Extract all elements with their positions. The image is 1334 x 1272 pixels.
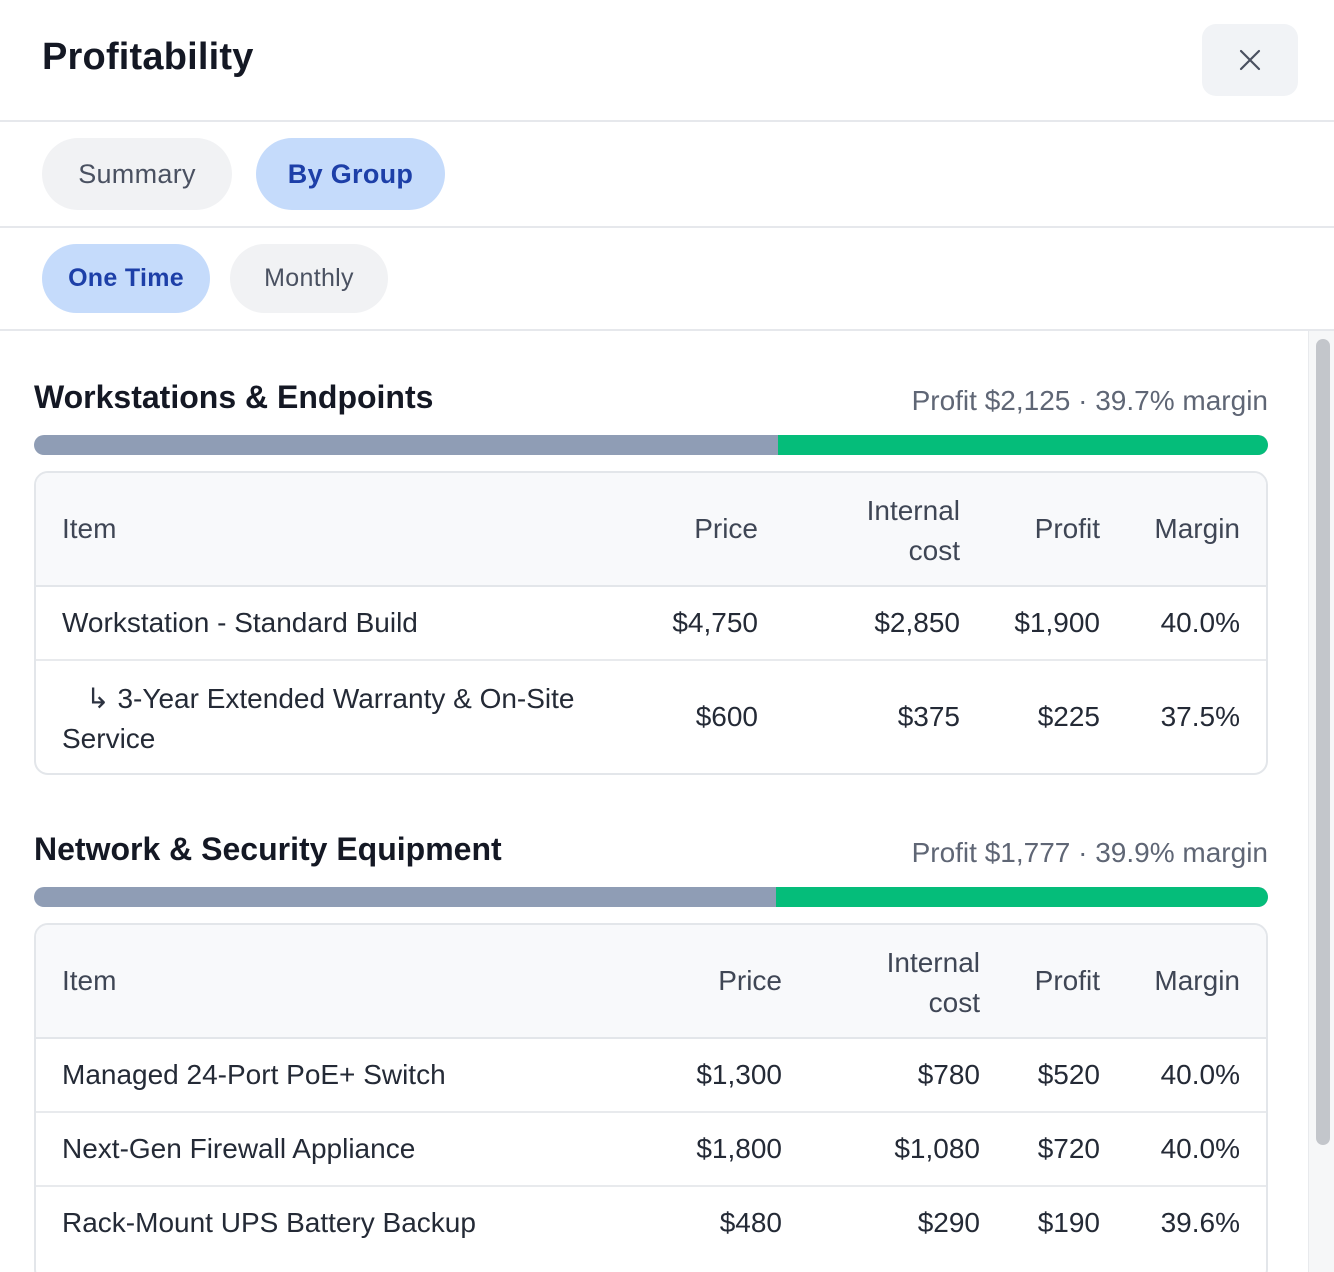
item-price: $480: [719, 1207, 782, 1238]
table-row: Workstation - Standard Build $4,750 $2,8…: [36, 587, 1266, 661]
column-header-item: Item: [62, 965, 117, 996]
dialog-title: Profitability: [42, 36, 254, 78]
column-header-internal-cost-line2: cost: [908, 535, 960, 566]
column-header-price: Price: [718, 965, 782, 996]
column-header-margin: Margin: [1154, 965, 1240, 996]
item-cost: $2,850: [874, 607, 960, 638]
groups-scroll-area[interactable]: Workstations & Endpoints Profit $2,125 ·…: [0, 331, 1334, 1272]
column-header-internal-cost: Internal cost: [867, 491, 960, 571]
group-items-table: Item Price Internal cost Profit Margin M…: [34, 923, 1268, 1272]
item-name-line2: Service: [62, 723, 156, 754]
group-title: Network & Security Equipment: [34, 831, 502, 867]
item-price: $600: [695, 701, 758, 732]
item-margin: 40.0%: [1160, 1133, 1240, 1164]
view-tab-bar: Summary By Group: [0, 122, 1334, 228]
item-cost: $1,080: [894, 1133, 980, 1164]
item-margin: 40.0%: [1160, 1059, 1240, 1090]
scrollbar-thumb[interactable]: [1316, 339, 1330, 1145]
tab-monthly[interactable]: Monthly: [230, 244, 388, 313]
item-name: Next-Gen Firewall Appliance: [62, 1133, 416, 1164]
item-profit: $520: [1037, 1059, 1100, 1090]
table-header: Item Price Internal cost Profit Margin: [36, 473, 1266, 587]
group-title: Workstations & Endpoints: [34, 379, 434, 415]
group-profit-summary: Profit $2,125 · 39.7% margin: [911, 385, 1268, 416]
group-items-table: Item Price Internal cost Profit Margin W…: [34, 471, 1268, 775]
dialog-header: Profitability: [0, 0, 1334, 122]
column-header-item: Item: [62, 513, 117, 544]
group-profit-summary: Profit $1,777 · 39.9% margin: [911, 837, 1268, 868]
item-name: Workstation - Standard Build: [62, 607, 418, 638]
item-name-line1: 3-Year Extended Warranty & On-Site: [117, 683, 575, 714]
tab-by-group[interactable]: By Group: [256, 138, 445, 210]
table-row: Managed 24-Port PoE+ Switch $1,300 $780 …: [36, 1039, 1266, 1113]
item-name: Rack-Mount UPS Battery Backup: [62, 1207, 476, 1238]
group-profit-bar: [34, 435, 1268, 455]
item-cost: $290: [917, 1207, 980, 1238]
item-profit: $720: [1037, 1133, 1100, 1164]
item-price: $4,750: [672, 607, 758, 638]
table-row-child: ↳ 3-Year Extended Warranty & On-Site Serv…: [36, 661, 1266, 773]
item-cost: $780: [917, 1059, 980, 1090]
item-profit: $225: [1037, 701, 1100, 732]
item-margin: 37.5%: [1160, 701, 1240, 732]
column-header-internal-cost-line1: Internal: [886, 947, 980, 978]
column-header-price: Price: [694, 513, 758, 544]
column-header-margin: Margin: [1154, 513, 1240, 544]
item-profit: $190: [1037, 1207, 1100, 1238]
item-margin: 40.0%: [1160, 607, 1240, 638]
period-tab-bar: One Time Monthly: [0, 228, 1334, 331]
column-header-internal-cost-line2: cost: [928, 987, 980, 1018]
item-cost: $375: [897, 701, 960, 732]
item-margin: 39.6%: [1160, 1207, 1240, 1238]
table-row: Next-Gen Firewall Appliance $1,800 $1,08…: [36, 1113, 1266, 1187]
profit-fill: [778, 435, 1268, 455]
column-header-profit: Profit: [1034, 513, 1100, 544]
item-profit: $1,900: [1014, 607, 1100, 638]
item-name: ↳ 3-Year Extended Warranty & On-Site Serv…: [62, 679, 622, 759]
column-header-profit: Profit: [1034, 965, 1100, 996]
tab-summary[interactable]: Summary: [42, 138, 232, 210]
item-name: Managed 24-Port PoE+ Switch: [62, 1059, 446, 1090]
subitem-arrow-icon: ↳: [86, 683, 110, 714]
tab-one-time[interactable]: One Time: [42, 244, 210, 313]
column-header-internal-cost-line1: Internal: [866, 495, 960, 526]
item-price: $1,800: [696, 1133, 782, 1164]
close-button[interactable]: [1202, 24, 1298, 96]
close-icon: [1239, 49, 1261, 71]
table-header: Item Price Internal cost Profit Margin: [36, 925, 1266, 1039]
column-header-internal-cost: Internal cost: [887, 943, 980, 1023]
table-row: Rack-Mount UPS Battery Backup $480 $290 …: [36, 1187, 1266, 1261]
profit-fill: [775, 887, 1268, 907]
item-price: $1,300: [696, 1059, 782, 1090]
group-profit-bar: [34, 887, 1268, 907]
